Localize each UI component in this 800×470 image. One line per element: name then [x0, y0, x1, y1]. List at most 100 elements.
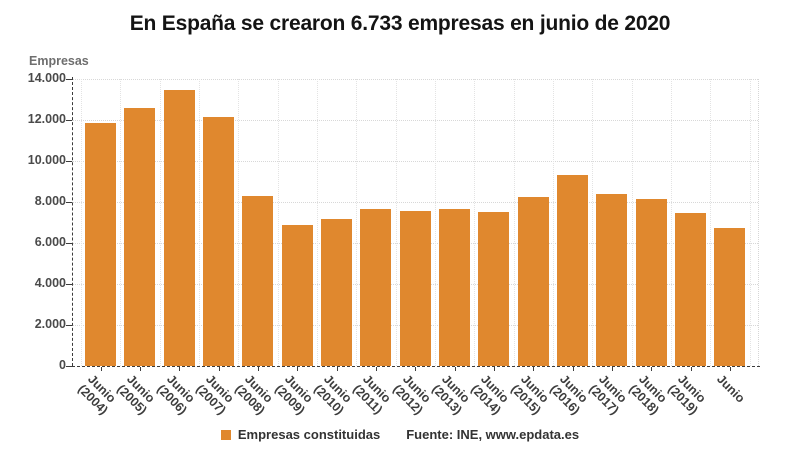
- y-axis-tick: [66, 366, 72, 367]
- v-gridline: [277, 79, 279, 366]
- y-axis-tick: [66, 120, 72, 121]
- bar-junio-2009[interactable]: [281, 224, 313, 366]
- bar-junio-2006[interactable]: [163, 90, 195, 366]
- y-tick-label: 2.000: [34, 317, 66, 331]
- bar-junio-2007[interactable]: [203, 116, 235, 366]
- x-tick-label: Junio (2006): [153, 372, 198, 418]
- y-tick-label: 10.000: [27, 153, 66, 167]
- bar-junio-2014[interactable]: [478, 212, 510, 366]
- plot-right-border: [757, 79, 759, 366]
- x-axis-tick: [415, 367, 417, 371]
- x-tick-label: Junio (2013): [429, 372, 473, 418]
- bar-junio-2005[interactable]: [124, 107, 156, 366]
- bar-junio-2018[interactable]: [635, 198, 667, 366]
- bar-junio[interactable]: [714, 227, 746, 366]
- x-tick-label: Junio (2011): [350, 372, 394, 417]
- y-tick-label: 8.000: [34, 194, 66, 208]
- y-tick-label: 0: [59, 358, 66, 372]
- x-tick-label: Junio (2018): [625, 372, 670, 418]
- x-tick-label: Junio (2004): [75, 372, 119, 418]
- bar-junio-2008[interactable]: [242, 196, 274, 366]
- x-axis-tick: [729, 367, 731, 371]
- y-axis-tick: [66, 202, 72, 203]
- v-gridline: [356, 79, 358, 366]
- x-axis-tick: [336, 367, 338, 371]
- h-gridline: [72, 161, 758, 162]
- x-axis-tick: [493, 367, 495, 371]
- source-label: Fuente: INE, www.epdata.es: [406, 427, 580, 442]
- bar-junio-2013[interactable]: [439, 209, 471, 366]
- v-gridline: [395, 79, 397, 366]
- x-tick-label: Junio (2010): [311, 372, 355, 418]
- v-gridline: [670, 79, 672, 366]
- x-tick-label: Junio (2016): [547, 372, 591, 418]
- x-tick-label: Junio (2009): [271, 372, 316, 418]
- y-tick-label: 4.000: [34, 276, 66, 290]
- bar-junio-2017[interactable]: [596, 194, 628, 366]
- x-axis-tick: [297, 367, 299, 371]
- bar-junio-2010[interactable]: [321, 219, 353, 366]
- x-tick-label: Junio (2015): [507, 372, 552, 418]
- x-tick-label: Junio (2012): [389, 372, 434, 418]
- x-axis-tick: [611, 367, 613, 371]
- v-gridline: [513, 79, 515, 366]
- x-axis-tick: [651, 367, 653, 371]
- bar-junio-2019[interactable]: [675, 213, 707, 366]
- x-axis-tick: [454, 367, 456, 371]
- x-axis-tick: [533, 367, 535, 371]
- h-gridline: [72, 79, 758, 80]
- x-axis-tick: [572, 367, 574, 371]
- v-gridline: [120, 79, 122, 366]
- y-axis-tick: [66, 284, 72, 285]
- x-tick-label: Junio (2019): [665, 372, 709, 418]
- legend-item-empresas-constituidas[interactable]: Empresas constituidas: [220, 427, 381, 442]
- x-tick-label: Junio (2005): [114, 372, 158, 418]
- y-tick-label: 6.000: [34, 235, 66, 249]
- bar-junio-2016[interactable]: [557, 175, 589, 366]
- v-gridline: [80, 79, 82, 366]
- v-gridline: [238, 79, 240, 366]
- v-gridline: [159, 79, 161, 366]
- v-gridline: [198, 79, 200, 366]
- x-axis-tick: [139, 367, 141, 371]
- bar-junio-2004[interactable]: [85, 123, 116, 366]
- bar-junio-2015[interactable]: [517, 196, 549, 366]
- x-axis-tick: [179, 367, 181, 371]
- x-axis-tick: [257, 367, 259, 371]
- x-tick-label: Junio (2014): [468, 372, 512, 418]
- bar-junio-2011[interactable]: [360, 208, 392, 366]
- legend-swatch-icon: [220, 429, 231, 440]
- x-axis-line: [72, 366, 760, 367]
- x-tick-label: Junio: [714, 372, 749, 406]
- v-gridline: [710, 79, 712, 366]
- x-axis-tick: [100, 367, 102, 371]
- h-gridline: [72, 202, 758, 203]
- x-tick-label: Junio (2007): [193, 372, 237, 418]
- x-axis-tick: [690, 367, 692, 371]
- legend: Empresas constituidas Fuente: INE, www.e…: [0, 427, 800, 442]
- y-tick-label: 12.000: [27, 112, 66, 126]
- y-axis-line: [72, 77, 73, 366]
- v-gridline: [749, 79, 751, 366]
- y-tick-label: 14.000: [27, 71, 66, 85]
- v-gridline: [434, 79, 436, 366]
- v-gridline: [592, 79, 594, 366]
- v-gridline: [474, 79, 476, 366]
- v-gridline: [552, 79, 554, 366]
- bar-junio-2012[interactable]: [399, 211, 431, 366]
- x-tick-label: Junio (2017): [586, 372, 630, 418]
- y-axis-tick: [66, 79, 72, 80]
- y-axis-title: Empresas: [29, 54, 89, 68]
- chart-title: En España se crearon 6.733 empresas en j…: [129, 12, 671, 35]
- x-axis-tick: [375, 367, 377, 371]
- h-gridline: [72, 120, 758, 121]
- x-tick-label: Junio (2008): [232, 372, 276, 418]
- v-gridline: [316, 79, 318, 366]
- x-axis-tick: [218, 367, 220, 371]
- y-axis-tick: [66, 243, 72, 244]
- legend-label: Empresas constituidas: [237, 427, 381, 442]
- y-axis-tick: [66, 161, 72, 162]
- v-gridline: [631, 79, 633, 366]
- y-axis-tick: [66, 325, 72, 326]
